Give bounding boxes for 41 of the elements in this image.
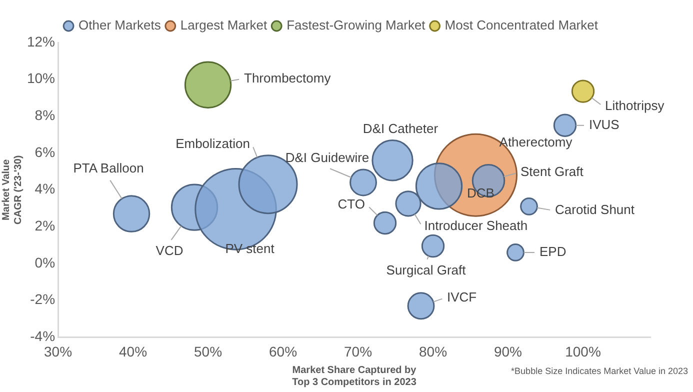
annotation: Introducer Sheath [424,218,528,234]
annotation: VCD [156,242,184,258]
x-tick-label: 90% [494,343,522,360]
legend-label: Fastest-Growing Market [286,18,426,33]
x-axis-title: Market Share Captured by Top 3 Competitors in 2023 [292,364,417,388]
x-tick-label: 40% [119,343,148,360]
legend-label: Largest Market [180,18,268,33]
y-tick-label: -2% [30,291,56,308]
annotation: EPD [540,244,566,260]
annotation: Thrombectomy [244,70,332,86]
x-tick-label: 70% [344,343,372,360]
annotation: Stent Graft [520,164,584,180]
y-tick-label: 6% [34,144,56,160]
annotation: Embolization [176,136,250,151]
annotation: D&I Guidewire [285,150,370,166]
y-tick-label: 0% [34,254,56,270]
text: *Bubble Size Indicates Market Value in 2023 [511,366,688,376]
annotation: IVUS [589,116,620,132]
annotation: PTA Balloon [73,160,144,176]
annotation: CTO [338,196,366,212]
y-tick-label: 4% [34,180,56,197]
y-tick-label: 2% [34,218,56,234]
x-tick-label: 100% [565,343,601,360]
annotation: Atherectomy [499,134,573,150]
x-tick-label: 60% [268,343,298,360]
legend-label: Other Markets [78,18,162,33]
y-tick-label: 10% [26,70,56,86]
y-tick-label: 12% [26,33,56,50]
y-tick-label: -4% [30,328,56,344]
legend-label: Most Concentrated Market [444,18,598,33]
x-tick-label: 30% [44,343,72,360]
annotation: D&I Catheter [362,120,439,136]
x-tick-label: 50% [194,343,222,360]
x-tick-label: 80% [418,343,448,360]
annotation: Lithotripsy [605,98,665,113]
annotation: Surgical Graft [386,262,466,278]
y-axis-title: Market Value CAGR ('23-'30) [0,155,24,224]
y-tick-label: 8% [34,107,56,124]
annotation: IVCF [447,289,477,304]
annotation: Carotid Shunt [555,202,635,218]
annotation: DCB [467,186,494,201]
